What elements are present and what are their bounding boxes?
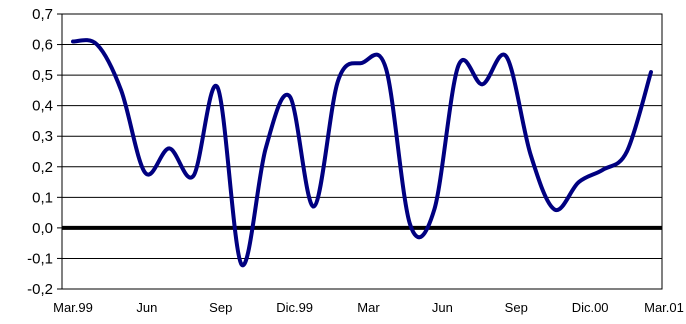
y-tick-label: 0,5 [32,67,53,84]
x-tick-label: Jun [432,300,453,315]
x-tick-label: Dic.00 [572,300,609,315]
y-axis-ticks: 0,7 0,6 0,5 0,4 0,3 0,2 0,1 0,0 -0,1 -0,2 [27,6,62,298]
y-tick-label: 0,3 [32,128,53,145]
x-tick-label: Mar.99 [53,300,93,315]
gridlines [62,13,662,290]
x-tick-label: Dic.99 [276,300,313,315]
plot-area-border [61,13,663,290]
y-tick-label: -0,2 [27,281,53,298]
y-tick-label: 0,1 [32,189,53,206]
y-tick-label: -0,1 [27,250,53,267]
x-tick-label: Sep [505,300,528,315]
x-tick-label: Mar.01 [644,300,684,315]
x-tick-label: Sep [209,300,232,315]
y-tick-label: 0,2 [32,159,53,176]
x-tick-label: Mar [357,300,380,315]
y-tick-label: 0,6 [32,37,53,54]
series-line [71,38,653,267]
y-tick-label: 0,0 [32,220,53,237]
y-tick-label: 0,4 [32,98,53,115]
x-tick-label: Jun [136,300,157,315]
y-tick-label: 0,7 [32,6,53,23]
x-axis-ticks: Mar.99 Jun Sep Dic.99 Mar Jun Sep Dic.00 Mar.01 [53,300,684,315]
